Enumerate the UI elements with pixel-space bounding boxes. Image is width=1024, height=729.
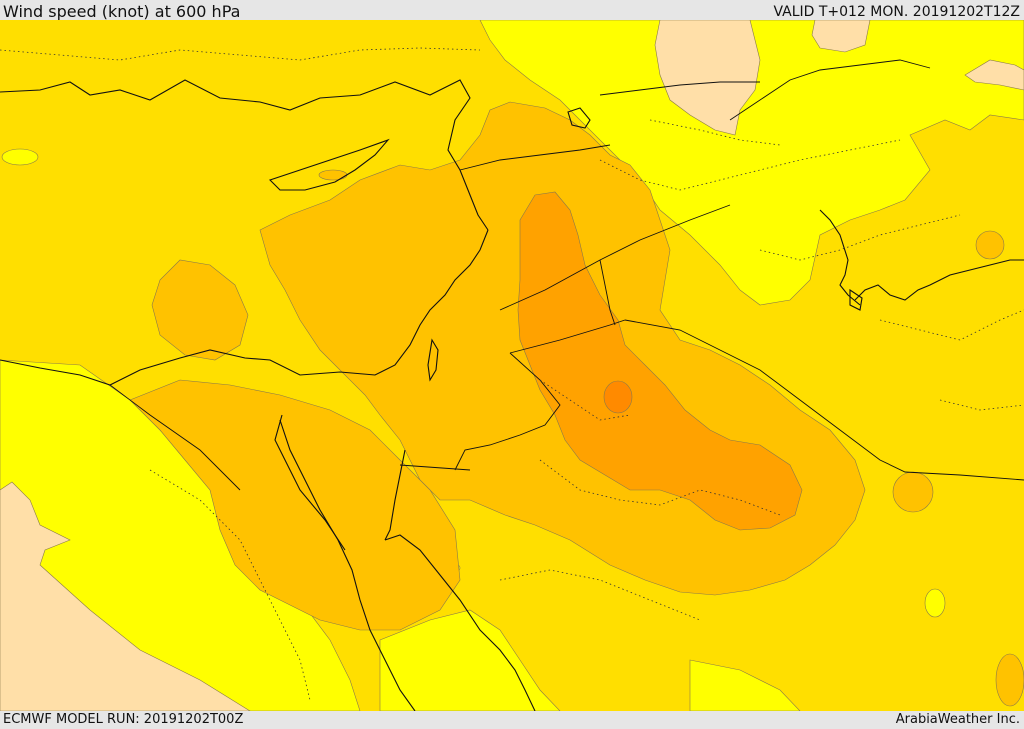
field-calm-northeast-1	[811, 20, 871, 53]
coast-northeast	[819, 209, 861, 306]
coast-lake	[567, 107, 591, 129]
dotted-5	[539, 379, 631, 421]
field-band-2-southwest	[129, 379, 461, 631]
border-syria-iraq	[599, 259, 616, 326]
field-calm-north	[654, 20, 761, 136]
field-calm-northeast-2	[964, 59, 1024, 91]
field-band-2-northeast	[975, 230, 1005, 260]
dotted-10	[939, 399, 1024, 411]
field-band-2-west	[151, 259, 249, 361]
border-egypt-south	[399, 464, 471, 471]
field-light-north	[479, 20, 1024, 306]
coast-gulf-suez	[274, 414, 346, 551]
coast-gulf-aqaba	[384, 449, 406, 541]
coast-dead-sea	[427, 338, 439, 382]
field-band-2-east	[892, 471, 934, 513]
field-band-2-cyprus	[318, 169, 348, 181]
footer-bar: ECMWF MODEL RUN: 20191202T00Z ArabiaWeat…	[0, 711, 1024, 729]
border-saudi-jordan-west	[454, 352, 561, 471]
dotted-3	[539, 459, 781, 516]
field-light-patch-3	[924, 588, 946, 618]
dotted-2	[599, 139, 901, 191]
border-turkey-syria	[459, 144, 611, 171]
valid-time: VALID T+012 MON. 20191202T12Z	[773, 4, 1020, 20]
border-iraq-saudi	[624, 319, 1024, 481]
borders	[109, 59, 1024, 491]
wind-speed-map	[0, 20, 1024, 711]
field-band-4-center	[603, 380, 633, 414]
field-light-patch-4	[1, 148, 39, 166]
border-jordan-iraq	[499, 204, 731, 311]
field-band-2-far-east	[995, 653, 1024, 707]
dotted-6	[879, 309, 1024, 341]
internal-boundaries	[0, 47, 1024, 701]
coast-sinai-east	[384, 534, 536, 711]
dotted-8	[759, 214, 961, 261]
border-north-west	[599, 81, 760, 96]
coastlines	[0, 79, 1024, 711]
field-light-southeast	[689, 659, 801, 711]
border-jordan-saudi	[509, 319, 626, 354]
coast-cyprus	[268, 138, 390, 191]
coast-red-sea-west	[279, 419, 416, 711]
credit: ArabiaWeather Inc.	[895, 712, 1020, 727]
model-run: ECMWF MODEL RUN: 20191202T00Z	[3, 712, 244, 727]
field-calm-southwest	[0, 481, 251, 711]
coast-levant	[0, 229, 489, 386]
border-north-east	[729, 59, 931, 121]
map-title: Wind speed (knot) at 600 hPa	[3, 2, 241, 21]
border-egypt-libya-north	[109, 384, 241, 491]
field-light-south	[379, 609, 561, 711]
coast-east-2	[849, 288, 863, 311]
coast-east-1	[854, 259, 1024, 301]
header-bar: Wind speed (knot) at 600 hPa VALID T+012…	[0, 0, 1024, 21]
coast-mediterranean-north	[0, 79, 489, 231]
field-band-3-core	[517, 191, 803, 531]
